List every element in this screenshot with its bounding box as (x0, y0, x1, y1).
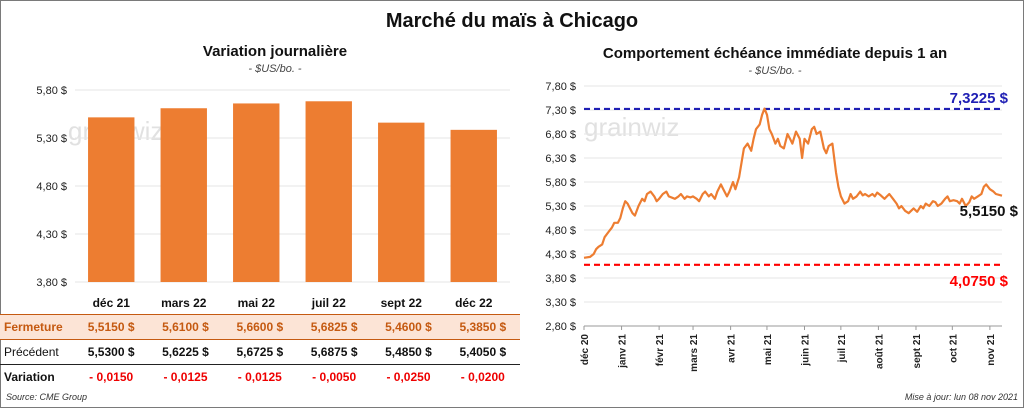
line-y-tick-label: 3,30 $ (545, 297, 576, 309)
table-row-fermeture: Fermeture 5,5150 $ 5,6100 $ 5,6600 $ 5,6… (0, 314, 520, 340)
update-note: Mise à jour: lun 08 nov 2021 (904, 392, 1018, 402)
table-cell: - 0,0050 (312, 370, 357, 384)
bar-5 (378, 122, 425, 282)
bar-x-tick-label: juil 22 (311, 296, 346, 310)
bar-y-tick-label: 5,80 $ (36, 85, 67, 97)
table-cell: 5,4600 $ (371, 314, 446, 340)
line-x-tick-label: avr 21 (727, 334, 738, 363)
line-x-tick-label: mars 21 (689, 334, 700, 372)
line-x-tick-label: juin 21 (801, 334, 812, 367)
bar-x-tick-label: mars 22 (161, 296, 207, 310)
bar-x-tick-label: déc 21 (93, 296, 131, 310)
price-series-line (583, 107, 1003, 259)
row-label: Précédent (0, 339, 74, 365)
line-y-tick-label: 2,80 $ (545, 321, 576, 333)
line-y-tick-label: 5,30 $ (545, 201, 576, 213)
line-y-tick-label: 7,80 $ (545, 81, 576, 93)
bar-x-tick-label: mai 22 (238, 296, 276, 310)
table-cell: 5,4850 $ (371, 339, 446, 365)
line-chart-title: Comportement échéance immédiate depuis 1… (602, 45, 948, 62)
table-cell: 5,6225 $ (148, 339, 223, 365)
table-cell: 5,6875 $ (296, 339, 372, 365)
table-cell: - 0,0200 (460, 370, 505, 384)
bar-y-tick-label: 4,30 $ (36, 229, 67, 241)
price-table: Fermeture 5,5150 $ 5,6100 $ 5,6600 $ 5,6… (0, 314, 520, 389)
bar-x-tick-label: déc 22 (455, 296, 493, 310)
last-value-label: 5,5150 $ (960, 203, 1019, 220)
line-x-tick-label: mai 21 (763, 334, 774, 366)
line-x-tick-label: déc 20 (580, 334, 591, 366)
table-cell: - 0,0150 (89, 370, 134, 384)
table-cell: 5,4050 $ (445, 339, 520, 365)
table-cell: 5,5300 $ (74, 339, 149, 365)
line-y-tick-label: 5,80 $ (545, 177, 576, 189)
table-cell: 5,6100 $ (148, 314, 223, 340)
line-y-tick-label: 4,80 $ (545, 225, 576, 237)
line-x-tick-label: sept 21 (912, 334, 923, 369)
bar-x-tick-label: sept 22 (381, 296, 423, 310)
table-cell: - 0,0250 (386, 370, 431, 384)
bar-y-tick-label: 4,80 $ (36, 181, 67, 193)
table-cell: 5,3850 $ (445, 314, 520, 340)
bar-2 (160, 108, 207, 283)
table-row-precedent: Précédent 5,5300 $ 5,6225 $ 5,6725 $ 5,6… (0, 339, 520, 365)
bar-3 (233, 103, 280, 282)
bar-chart: grainwiz 3,80 $4,30 $4,80 $5,30 $5,80 $ … (36, 85, 510, 310)
table-cell: 5,6725 $ (222, 339, 297, 365)
bar-y-tick-label: 5,30 $ (36, 133, 67, 145)
table-cell: 5,6825 $ (296, 314, 372, 340)
line-x-tick-label: févr 21 (655, 334, 666, 367)
bar-y-tick-label: 3,80 $ (36, 277, 67, 289)
line-x-tick-label: nov 21 (986, 334, 997, 366)
bar-chart-title: Variation journalière (202, 43, 348, 60)
line-x-tick-label: oct 21 (948, 334, 959, 363)
high-value-label: 7,3225 $ (950, 90, 1009, 107)
table-cell: 5,6600 $ (222, 314, 297, 340)
line-y-tick-label: 4,30 $ (545, 249, 576, 261)
line-x-tick-label: janv 21 (618, 334, 629, 369)
bar-4 (305, 101, 352, 282)
line-chart: grainwiz 2,80 $ 3,30 $ 3,80 $ 4,30 $ 4,80 $ 5… (545, 81, 1019, 372)
table-row-variation: Variation - 0,0150 - 0,0125 - 0,0125 - 0… (0, 365, 520, 390)
table-cell: - 0,0125 (163, 370, 208, 384)
bar-chart-unit: - $US/bo. - (248, 63, 302, 75)
table-cell: - 0,0125 (237, 370, 282, 384)
low-value-label: 4,0750 $ (950, 273, 1009, 290)
row-label: Variation (4, 370, 55, 384)
line-y-tick-label: 7,30 $ (545, 105, 576, 117)
line-x-tick-label: août 21 (874, 334, 885, 369)
bar-6 (450, 129, 497, 282)
table-cell: 5,5150 $ (74, 314, 149, 340)
watermark-text: grainwiz (584, 112, 679, 142)
line-y-tick-label: 3,80 $ (545, 273, 576, 285)
bar-1 (88, 117, 135, 282)
row-label: Fermeture (0, 314, 74, 340)
line-watermark: grainwiz (584, 112, 679, 142)
page-title: Marché du maïs à Chicago (385, 10, 639, 32)
line-chart-unit: - $US/bo. - (748, 65, 802, 77)
line-y-tick-label: 6,30 $ (545, 153, 576, 165)
source-note: Source: CME Group (6, 392, 88, 402)
line-x-tick-label: juil 21 (837, 334, 848, 364)
line-y-tick-label: 6,80 $ (545, 129, 576, 141)
